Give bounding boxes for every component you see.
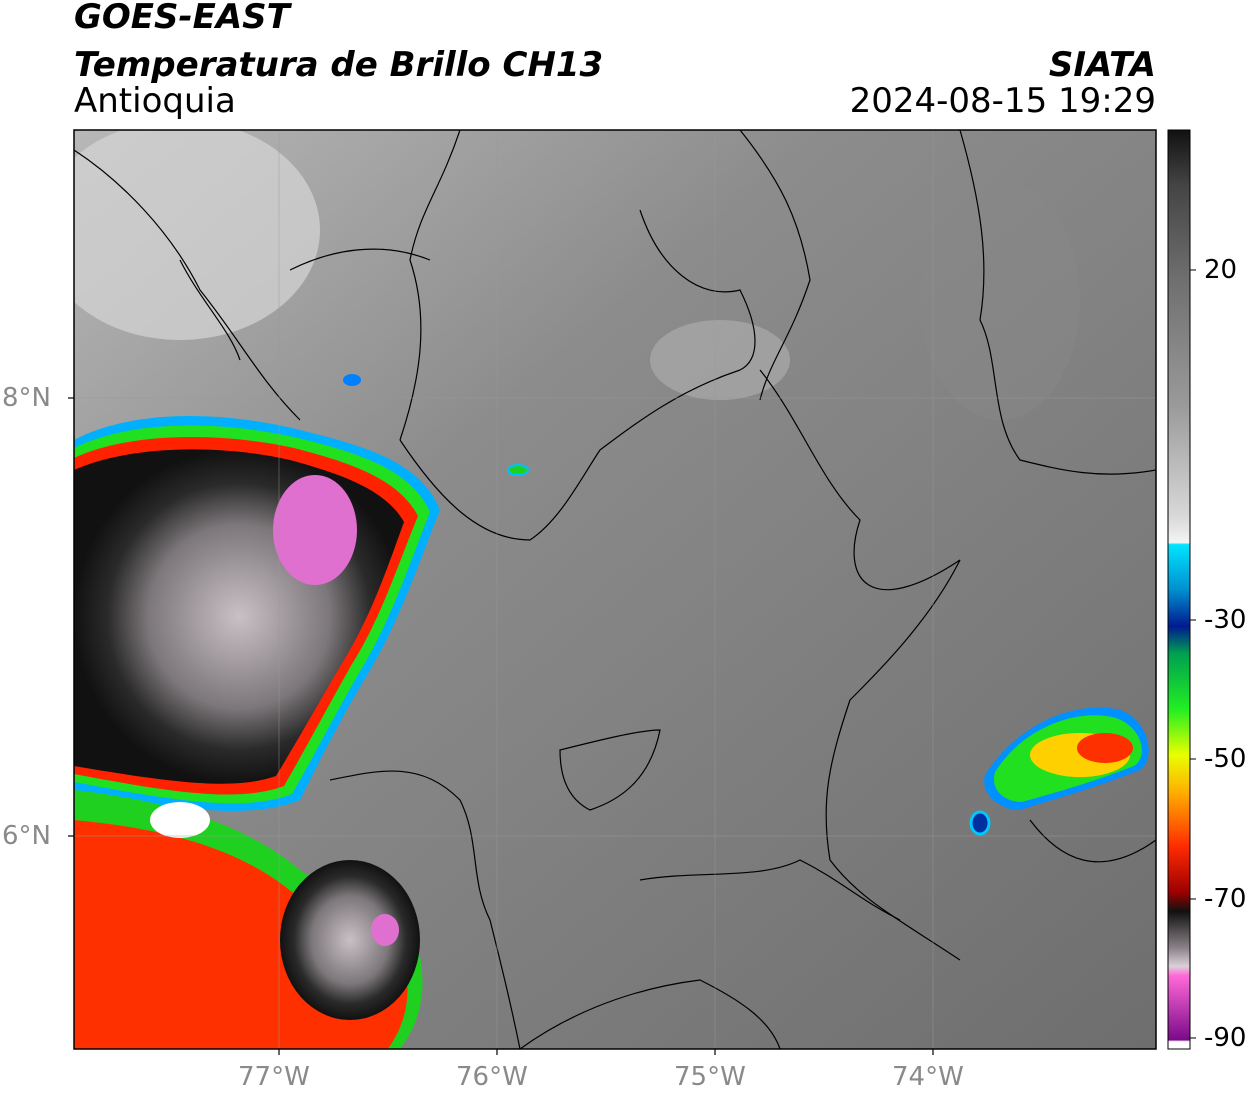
colorbar-label-minus30: -30 <box>1204 605 1247 635</box>
cloud-patch-east <box>920 180 1080 420</box>
product-title: Temperatura de Brillo CH13 <box>74 45 604 85</box>
storm-east-red <box>1077 733 1133 763</box>
colorbar-label-minus90: -90 <box>1204 1023 1247 1053</box>
lon-label-74w: 74°W <box>892 1062 964 1092</box>
colorbar <box>1167 129 1191 1050</box>
storm-south-core <box>280 860 420 1020</box>
lat-label-6n: 6°N <box>2 821 51 851</box>
lon-label-75w: 75°W <box>674 1062 746 1092</box>
storm-west-coldest-top <box>273 475 357 585</box>
map-frame <box>73 129 1157 1050</box>
organization-label: SIATA <box>1048 45 1156 85</box>
small-cell-east <box>969 810 991 836</box>
high-cloud-haze <box>74 130 320 340</box>
lon-label-77w: 77°W <box>238 1062 310 1092</box>
small-cell-north <box>343 374 361 386</box>
region-label: Antioquia <box>74 81 236 121</box>
cirrus-patch <box>650 320 790 400</box>
political-borders <box>74 130 1156 1049</box>
clear-slot <box>150 802 210 838</box>
lon-label-76w: 76°W <box>456 1062 528 1092</box>
gridlines <box>74 130 1156 1049</box>
colorbar-label-20: 20 <box>1204 255 1238 285</box>
datetime-label: 2024-08-15 19:29 <box>849 81 1156 121</box>
small-cell-center <box>507 464 529 476</box>
colorbar-label-minus50: -50 <box>1204 744 1247 774</box>
satellite-title: GOES-EAST <box>74 0 290 37</box>
storm-south-coldest-top <box>371 914 399 946</box>
colorbar-label-minus70: -70 <box>1204 884 1247 914</box>
axis-ticks <box>68 397 934 1055</box>
satellite-image <box>74 130 1156 1049</box>
lat-label-8n: 8°N <box>2 383 51 413</box>
colorbar-ticks <box>1190 269 1196 1039</box>
